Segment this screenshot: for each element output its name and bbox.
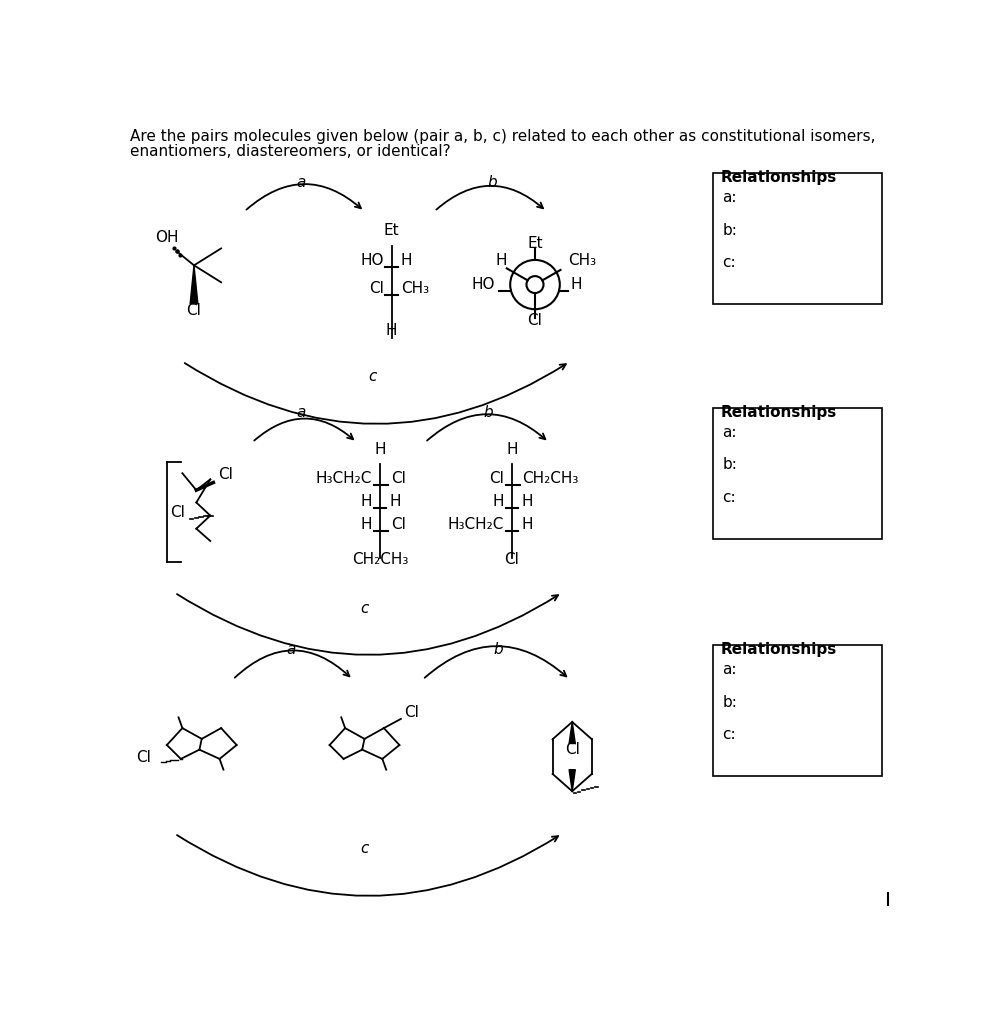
Text: Cl: Cl [171, 505, 186, 520]
Text: Cl: Cl [489, 471, 504, 486]
Text: c:: c: [723, 727, 737, 741]
Text: H₃CH₂C: H₃CH₂C [316, 471, 372, 486]
Text: Et: Et [527, 236, 543, 251]
Text: CH₂CH₃: CH₂CH₃ [523, 471, 579, 486]
Text: a:: a: [723, 190, 737, 205]
Text: Cl: Cl [404, 705, 418, 720]
Text: H₃CH₂C: H₃CH₂C [447, 517, 504, 532]
Text: H: H [496, 253, 507, 268]
Text: c: c [360, 841, 369, 856]
Text: CH₃: CH₃ [569, 253, 596, 268]
Text: CH₃: CH₃ [401, 281, 429, 296]
Text: Et: Et [384, 222, 400, 238]
Text: a:: a: [723, 663, 737, 677]
Text: HO: HO [471, 278, 495, 292]
Text: H: H [401, 253, 413, 268]
Text: c: c [368, 369, 377, 384]
FancyBboxPatch shape [714, 645, 883, 776]
Text: b: b [488, 175, 497, 189]
Text: c: c [360, 601, 369, 616]
Text: b: b [484, 406, 493, 420]
Text: b: b [493, 642, 503, 657]
Text: H: H [375, 442, 386, 457]
Text: H: H [521, 495, 533, 509]
Polygon shape [570, 722, 576, 743]
Text: Cl: Cl [528, 312, 543, 328]
Text: c:: c: [723, 489, 737, 505]
Text: H: H [361, 517, 372, 532]
Text: Cl: Cl [391, 517, 406, 532]
Text: Cl: Cl [136, 750, 151, 765]
Text: Cl: Cl [187, 303, 202, 318]
Text: H: H [390, 495, 401, 509]
Text: H: H [571, 278, 582, 292]
Text: H: H [506, 442, 518, 457]
Text: b:: b: [723, 458, 738, 472]
Text: Cl: Cl [504, 552, 519, 567]
Text: Are the pairs molecules given below (pair a, b, c) related to each other as cons: Are the pairs molecules given below (pai… [130, 129, 876, 144]
Text: c:: c: [723, 255, 737, 270]
Text: Cl: Cl [369, 281, 384, 296]
Circle shape [527, 276, 544, 293]
Text: Relationships: Relationships [721, 170, 837, 185]
Text: CH₂CH₃: CH₂CH₃ [352, 552, 409, 567]
Text: H: H [521, 517, 533, 532]
Text: HO: HO [361, 253, 384, 268]
Text: Relationships: Relationships [721, 642, 837, 657]
Text: a: a [296, 406, 305, 420]
Text: a:: a: [723, 425, 737, 440]
Text: Cl: Cl [218, 467, 233, 482]
Text: Cl: Cl [565, 742, 580, 758]
Text: H: H [361, 495, 372, 509]
FancyBboxPatch shape [714, 173, 883, 304]
Text: Cl: Cl [391, 471, 406, 486]
Text: OH: OH [155, 230, 179, 245]
Polygon shape [570, 770, 576, 792]
Text: a: a [286, 642, 295, 657]
Text: H: H [492, 495, 504, 509]
Text: H: H [386, 323, 398, 338]
Text: Relationships: Relationships [721, 406, 837, 420]
Text: b:: b: [723, 222, 738, 238]
Polygon shape [190, 265, 198, 304]
Text: a: a [296, 175, 305, 189]
FancyBboxPatch shape [714, 408, 883, 539]
Text: enantiomers, diastereomers, or identical?: enantiomers, diastereomers, or identical… [130, 144, 451, 160]
Text: b:: b: [723, 694, 738, 710]
